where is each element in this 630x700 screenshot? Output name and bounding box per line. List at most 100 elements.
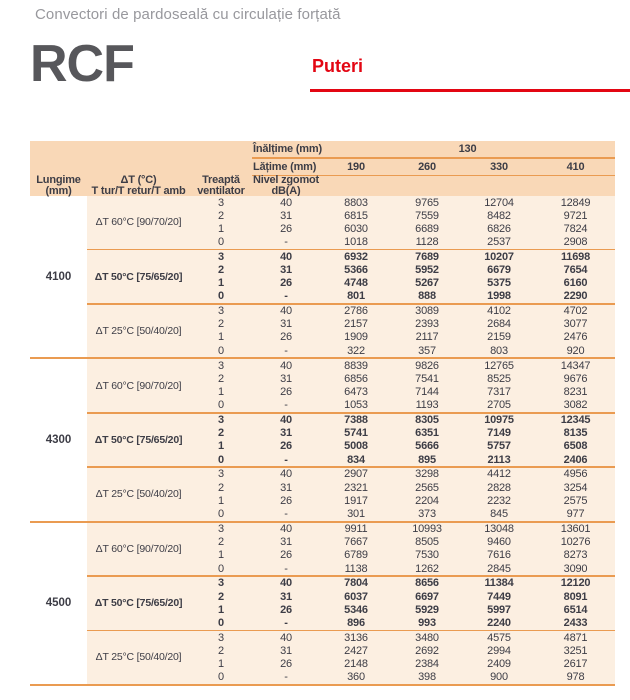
fan-step-cell: 1	[218, 440, 224, 453]
power-cell: 6030	[344, 222, 368, 235]
power-cell: 2908	[563, 236, 588, 249]
dt-label: ΔT 60°C [90/70/20]	[95, 379, 182, 392]
length-group-4100: 4100 ΔT 60°C [90/70/20] 3 40 8803 9765 12704 12…	[30, 196, 615, 360]
power-cell: 5929	[415, 603, 439, 616]
height-value: 130	[458, 143, 477, 155]
dt-block: ΔT 60°C [90/70/20] 3 40 9911 10993 13048 13601…	[30, 523, 615, 576]
power-cell: 7449	[487, 590, 511, 603]
fan-step-cell: 1	[218, 331, 224, 344]
block-separator	[87, 629, 615, 631]
noise-cell: 26	[280, 386, 292, 399]
noise-cell: 31	[280, 644, 292, 657]
fan-step-cell: 2	[218, 644, 224, 657]
power-cell: 301	[347, 507, 365, 520]
noise-cell: 40	[280, 196, 292, 209]
fan-step-cell: 2	[218, 373, 224, 386]
power-cell: 834	[347, 453, 365, 466]
power-cell: 4575	[487, 631, 511, 644]
noise-cell: 26	[280, 222, 292, 235]
power-cell: 2476	[563, 331, 588, 344]
power-cell: 8505	[415, 536, 439, 549]
power-cell: 12765	[484, 359, 514, 372]
noise-cell: -	[284, 616, 288, 629]
power-cell: 6679	[487, 264, 511, 277]
power-cell: 4956	[563, 468, 588, 481]
noise-cell: 26	[280, 331, 292, 344]
power-cell: 7667	[344, 536, 368, 549]
width-value-190: 190	[347, 160, 365, 173]
power-cell: 398	[418, 671, 436, 684]
noise-cell: 26	[280, 603, 292, 616]
column-header-length: Lungime (mm)	[30, 175, 87, 197]
power-cell: 5997	[487, 603, 511, 616]
power-cell: 8482	[487, 209, 511, 222]
power-cell: 2321	[344, 481, 368, 494]
noise-cell: -	[284, 453, 288, 466]
noise-cell: 31	[280, 373, 292, 386]
width-value-410: 410	[566, 160, 585, 173]
power-cell: 1917	[344, 494, 368, 507]
noise-cell: 31	[280, 264, 292, 277]
fan-step-cell: 1	[218, 386, 224, 399]
section-rule	[310, 89, 630, 92]
noise-cell: 31	[280, 536, 292, 549]
table-body: 4100 ΔT 60°C [90/70/20] 3 40 8803 9765 12704 12…	[30, 196, 615, 686]
noise-cell: 26	[280, 440, 292, 453]
power-cell: 6932	[344, 250, 368, 263]
power-cell: 803	[490, 344, 508, 357]
power-cell: 5952	[415, 264, 439, 277]
power-cell: 12849	[560, 196, 591, 209]
power-cell: 5366	[344, 264, 368, 277]
fan-step-cell: 0	[218, 344, 224, 357]
noise-cell: -	[284, 236, 288, 249]
width-value-330: 330	[490, 160, 508, 173]
power-cell: 2159	[487, 331, 511, 344]
dt-block: ΔT 25°C [50/40/20] 3 40 2786 3089 4102 4702 2 31…	[30, 305, 615, 358]
dt-block: ΔT 50°C [75/65/20] 3 40 7804 8656 11384 12120 2…	[30, 577, 615, 630]
dt-label: ΔT 50°C [75/65/20]	[94, 597, 183, 610]
power-cell: 2994	[487, 644, 511, 657]
power-cell: 7804	[344, 577, 368, 590]
power-cell: 6856	[344, 373, 368, 386]
power-cell: 12120	[560, 577, 591, 590]
column-header-fan-step-line1: Treaptă	[202, 174, 240, 186]
power-cell: 10276	[560, 536, 591, 549]
noise-cell: 40	[280, 577, 292, 590]
dt-label: ΔT 25°C [50/40/20]	[95, 488, 182, 501]
header-rule-top	[252, 157, 615, 159]
noise-cell: -	[284, 344, 288, 357]
noise-cell: 40	[280, 305, 292, 318]
dt-block: ΔT 25°C [50/40/20] 3 40 2907 3298 4412 4956 2 31…	[30, 468, 615, 521]
power-cell: 5008	[344, 440, 368, 453]
fan-step-cell: 2	[218, 427, 224, 440]
power-cell: 920	[566, 344, 585, 357]
noise-cell: -	[284, 507, 288, 520]
power-cell: 5375	[487, 277, 511, 290]
power-cell: 12345	[560, 414, 591, 427]
fan-step-cell: 3	[218, 305, 224, 318]
fan-step-cell: 1	[218, 494, 224, 507]
length-group-4300: 4300 ΔT 60°C [90/70/20] 3 40 8839 9826 12765 14…	[30, 359, 615, 523]
power-cell: 360	[347, 671, 365, 684]
power-cell: 5757	[487, 440, 511, 453]
power-cell: 9826	[415, 359, 439, 372]
power-cell: 14347	[560, 359, 591, 372]
dt-label: ΔT 60°C [90/70/20]	[95, 542, 182, 555]
fan-step-cell: 0	[218, 290, 224, 303]
power-cell: 2384	[415, 657, 439, 670]
fan-step-cell: 0	[218, 236, 224, 249]
power-cell: 3082	[563, 399, 588, 412]
power-cell: 7689	[415, 250, 439, 263]
fan-step-cell: 3	[218, 196, 224, 209]
power-cell: 2232	[487, 494, 511, 507]
power-cell: 3254	[563, 481, 588, 494]
power-cell: 896	[347, 616, 365, 629]
power-cell: 7149	[487, 427, 511, 440]
power-cell: 6508	[563, 440, 588, 453]
power-cell: 3136	[344, 631, 368, 644]
dt-block: ΔT 60°C [90/70/20] 3 40 8839 9826 12765 14347 2…	[30, 359, 615, 412]
noise-cell: -	[284, 562, 288, 575]
power-cell: 1998	[487, 290, 511, 303]
power-cell: 1262	[415, 562, 439, 575]
